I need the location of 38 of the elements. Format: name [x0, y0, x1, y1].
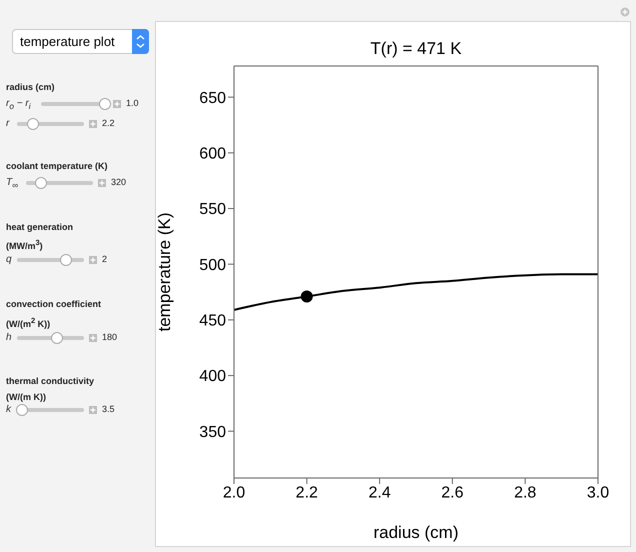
text: 320	[111, 177, 126, 187]
text: coolant temperature (K)	[6, 161, 108, 171]
y-tick-label: 500	[199, 256, 226, 274]
chart-title: T(r) = 471 K	[369, 39, 463, 59]
y-tick-label: 350	[199, 424, 226, 441]
text: (W/(m$^{2}$ K))	[6, 316, 50, 329]
dropdown: temperature plot	[12, 29, 149, 54]
x-tick-label: 2.2	[296, 484, 318, 502]
text: convection coefficient	[6, 299, 102, 309]
y-tick-label: 600	[199, 146, 226, 163]
x-tick-label: 2.0	[222, 484, 246, 502]
text: h	[6, 332, 12, 343]
text: 3.5	[102, 404, 115, 414]
x-tick-label: 3.0	[586, 484, 610, 502]
text: 2.2	[102, 118, 115, 128]
text: r	[6, 118, 10, 129]
text: (W/(m K))	[6, 392, 46, 402]
text: 2	[102, 254, 108, 264]
x-axis-title: radius (cm)	[373, 523, 459, 542]
text: T$_{∞}$	[6, 177, 18, 190]
x-tick-label: 2.4	[368, 484, 391, 502]
x-tick-label: 2.8	[514, 484, 536, 502]
text: 1.0	[126, 98, 139, 108]
line-series	[234, 273, 598, 311]
text: r$_{o}$ − r$_{i}$	[6, 98, 31, 111]
y-tick-label: 400	[199, 368, 226, 386]
text: thermal conductivity	[6, 376, 94, 386]
text: radius (cm)	[6, 82, 55, 92]
y-tick-label: 650	[199, 90, 226, 107]
text: q	[6, 254, 12, 265]
y-tick-label: 450	[199, 312, 226, 330]
x-tick-label: 2.6	[441, 484, 464, 502]
text: 180	[102, 332, 118, 342]
text: (MW/m$^{3}$)	[6, 238, 43, 251]
y-axis-title: temperature (K)	[155, 212, 174, 332]
text: heat generation	[6, 222, 74, 232]
y-tick-label: 550	[199, 201, 226, 218]
text: k	[6, 404, 11, 415]
